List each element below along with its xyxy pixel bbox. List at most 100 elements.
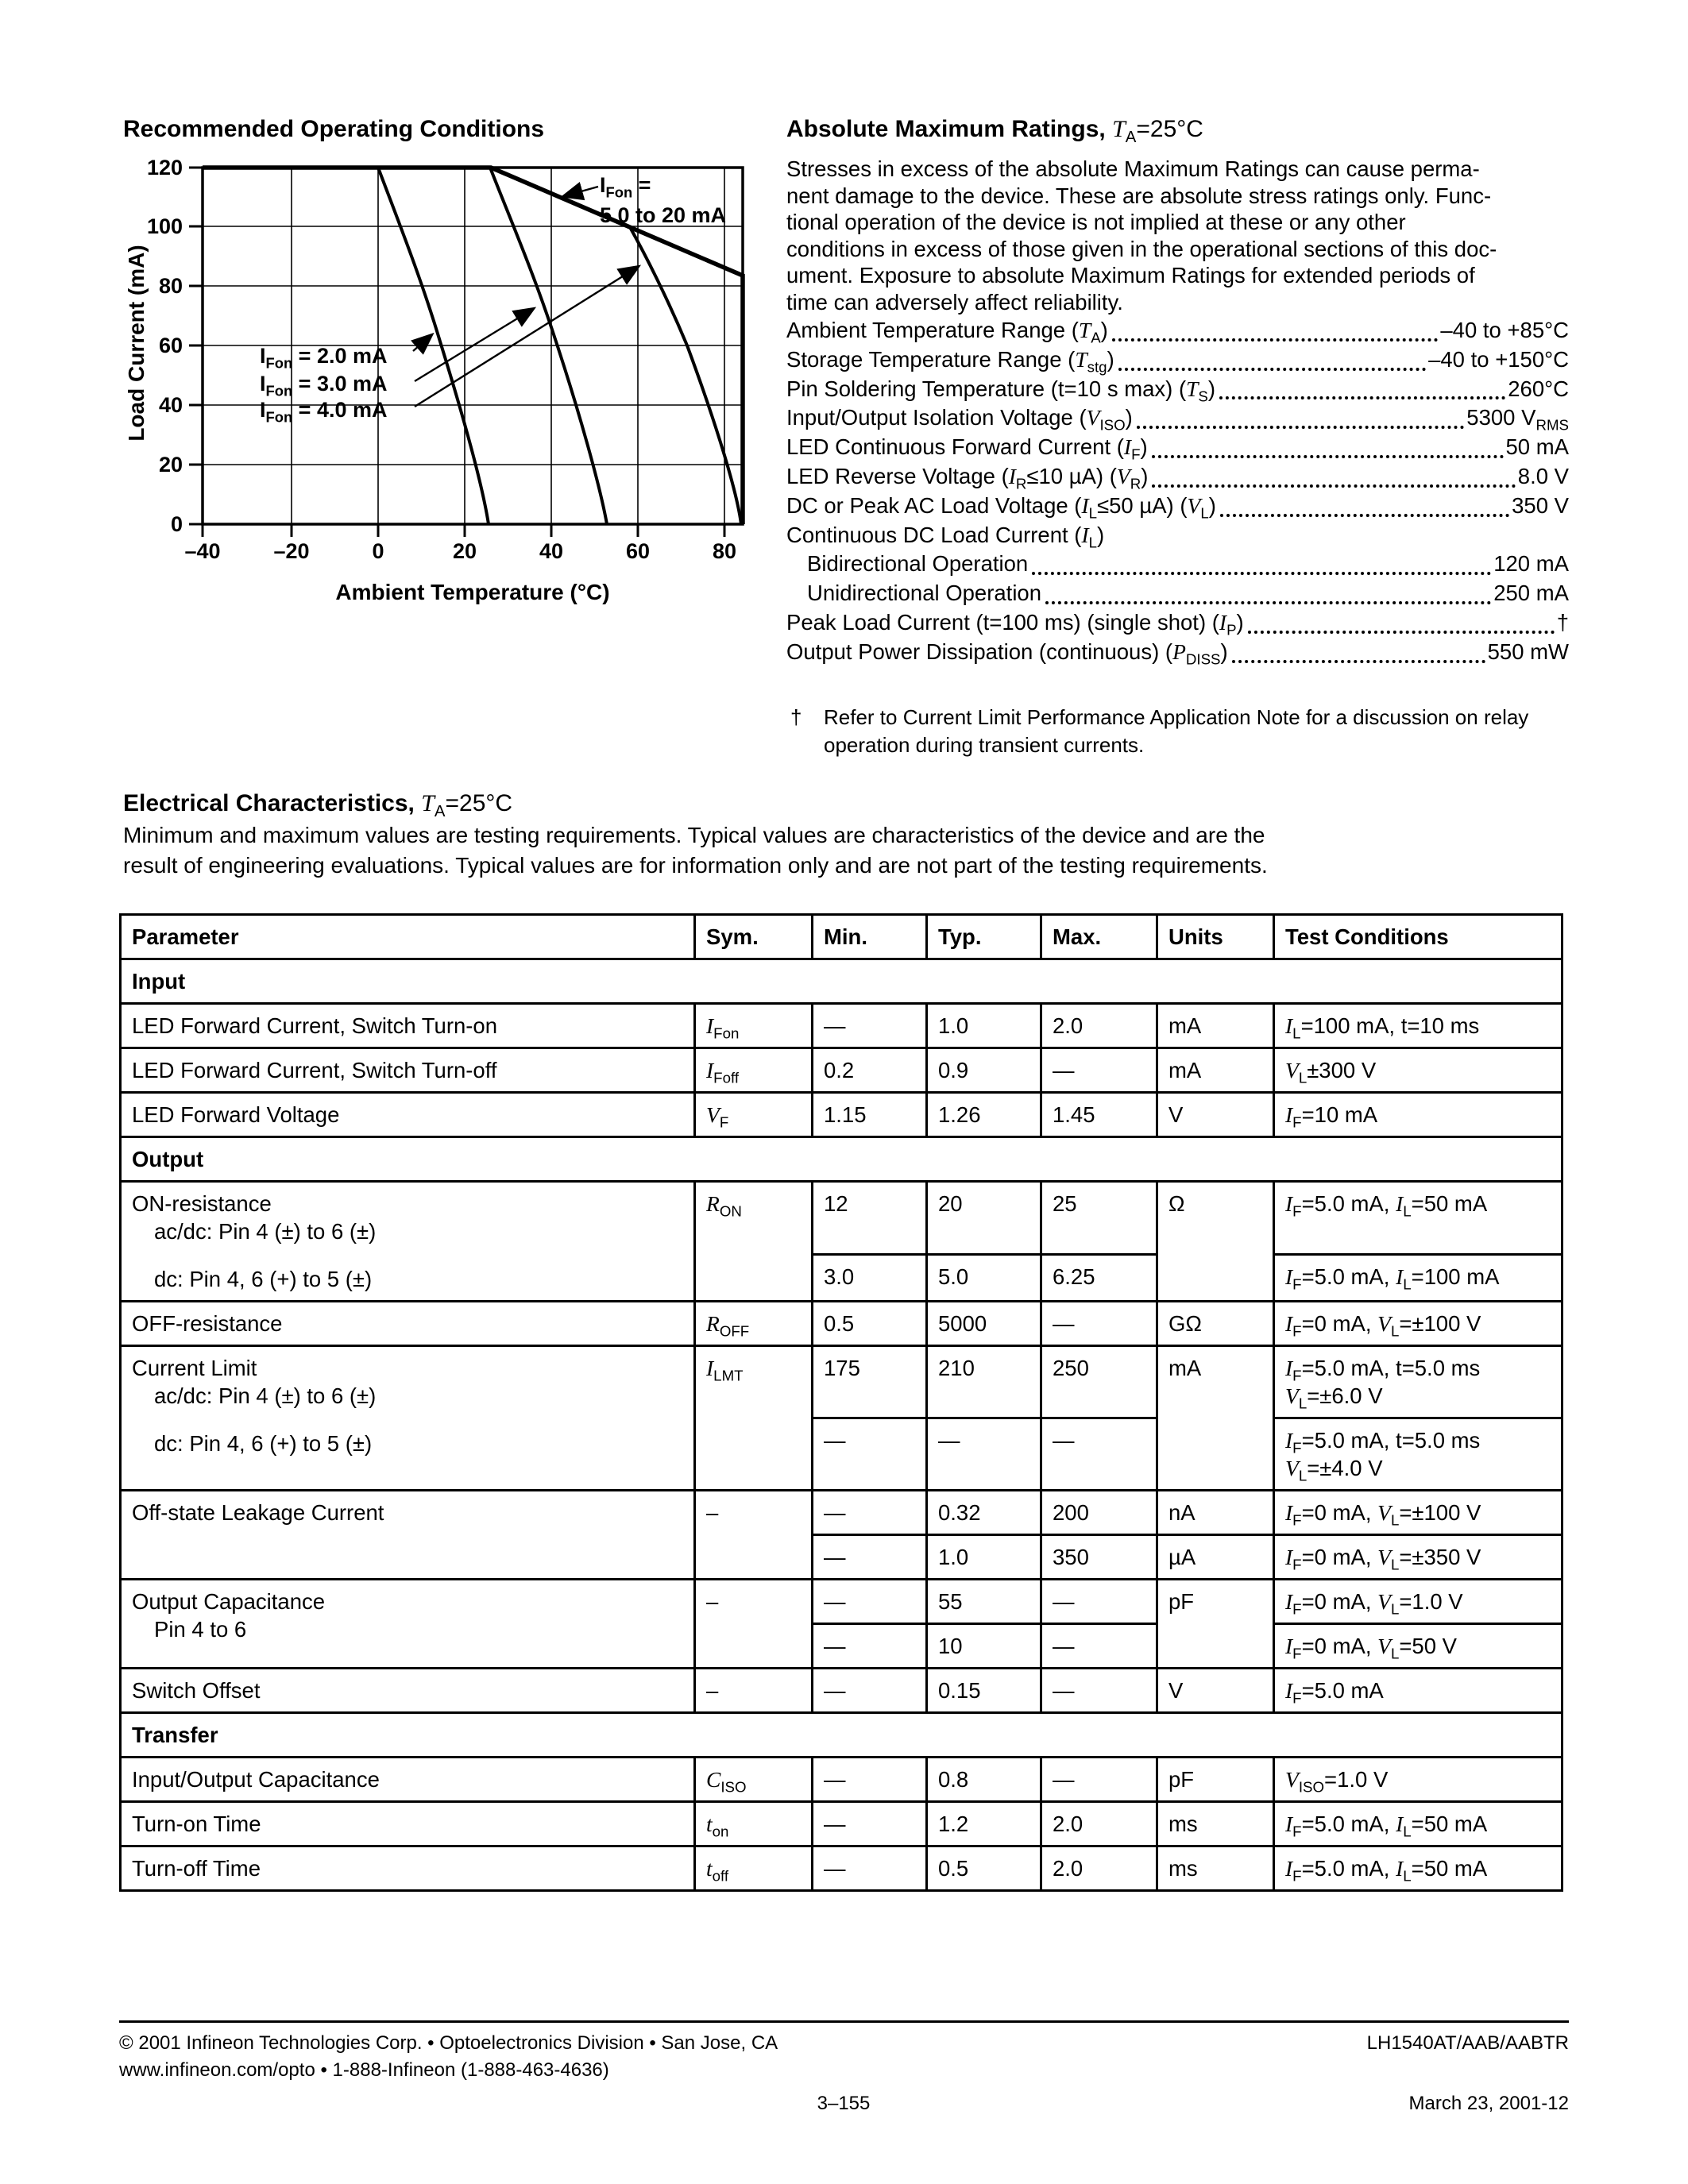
label-ifon-hi-line2: 5.0 to 20 mA: [600, 203, 727, 227]
section-row-transfer: Transfer: [119, 1711, 1563, 1758]
table-row-leakage: Off-state Leakage Current – — 0.32 200 n…: [119, 1489, 1563, 1580]
param-line: Pin 4 to 6: [154, 1617, 247, 1642]
cell-max: 200: [1040, 1489, 1158, 1536]
cell-param: LED Forward Current, Switch Turn-on: [119, 1002, 696, 1049]
cell-test-conditions: IL=100 mA, t=10 ms: [1273, 1002, 1563, 1049]
curve-ifon-5-to-20ma: [203, 165, 745, 524]
table-row: LED Forward Voltage VF 1.15 1.26 1.45 V …: [119, 1091, 1563, 1138]
cell-units: V: [1156, 1667, 1275, 1714]
rating-label: Output Power Dissipation (continuous) (P…: [786, 639, 1228, 668]
table-row: Turn-off Time toff — 0.5 2.0 ms IF=5.0 m…: [119, 1845, 1563, 1892]
cell-param: Switch Offset: [119, 1667, 696, 1714]
cell-param: Output Capacitance Pin 4 to 6: [119, 1578, 696, 1669]
table-row: Switch Offset – — 0.15 — V IF=5.0 mA: [119, 1667, 1563, 1714]
ec-intro-line: Minimum and maximum values are testing r…: [123, 823, 1265, 847]
ec-title-condition: TA=25°C: [421, 790, 513, 820]
curve-ifon-3ma: [489, 167, 608, 525]
dot-leader: [1231, 659, 1485, 663]
rating-label: Pin Soldering Temperature (t=10 s max) (…: [786, 376, 1216, 405]
y-tick-0: 0: [170, 512, 183, 536]
rating-label: Input/Output Isolation Voltage (VISO): [786, 405, 1133, 434]
table-row: LED Forward Current, Switch Turn-on IFon…: [119, 1002, 1563, 1049]
cell-max: 25: [1040, 1179, 1158, 1256]
cell-min: —: [811, 1756, 928, 1803]
ec-title-bold: Electrical Characteristics,: [123, 790, 415, 816]
table-subrow: — 10 — IF=0 mA, VL=50 V: [121, 1623, 1563, 1669]
curve-ifon-4ma: [628, 226, 743, 525]
col-header-typ: Typ.: [925, 913, 1042, 960]
cell-test-conditions: IF=0 mA, VL=±100 V: [1273, 1489, 1563, 1536]
cell-max: —: [1040, 1300, 1158, 1347]
cell-units: V: [1156, 1091, 1275, 1138]
amr-title-condition: TA=25°C: [1112, 116, 1203, 146]
footer-page-number: 3–155: [817, 2093, 871, 2114]
dot-leader: [1152, 484, 1516, 488]
amr-ratings-list: Ambient Temperature Range (TA) –40 to +85…: [786, 318, 1569, 669]
cell-max: —: [1040, 1667, 1158, 1714]
label-ifon-2ma: IFon = 2.0 mA: [260, 344, 388, 372]
x-tick-20: 20: [452, 539, 477, 563]
cell-max: 2.0: [1040, 1800, 1158, 1847]
ec-intro: Minimum and maximum values are testing r…: [123, 820, 1577, 881]
cell-min: —: [811, 1800, 928, 1847]
section-title-electrical-characteristics: Electrical Characteristics, TA=25°C: [123, 790, 513, 820]
dagger-symbol: †: [790, 705, 802, 729]
cell-sym: IFoff: [693, 1047, 813, 1094]
dot-leader: [1219, 513, 1510, 517]
rating-label: Storage Temperature Range (Tstg): [786, 346, 1114, 376]
amr-paragraph: Stresses in excess of the absolute Maxim…: [786, 156, 1589, 315]
footer-date: March 23, 2001-12: [1408, 2093, 1569, 2114]
rating-label: DC or Peak AC Load Voltage (IL≤50 µA) (V…: [786, 492, 1216, 522]
cell-max: —: [1040, 1578, 1158, 1625]
cell-sym: ILMT: [693, 1345, 813, 1491]
dot-leader: [1219, 396, 1506, 400]
dot-leader: [1111, 338, 1439, 341]
amr-para-line: time can adversely affect reliability.: [786, 289, 1123, 314]
cell-typ: 1.2: [925, 1800, 1042, 1847]
table-subrow: 3.0 5.0 6.25 IF=5.0 mA, IL=100 mA: [121, 1253, 1563, 1302]
rating-value: 5300 VRMS: [1466, 405, 1569, 434]
cell-param: Off-state Leakage Current: [119, 1489, 696, 1580]
cell-units: ms: [1156, 1800, 1275, 1847]
rating-value: –40 to +150°C: [1428, 346, 1569, 372]
amr-para-line: tional operation of the device is not im…: [786, 210, 1406, 234]
cell-units: pF: [1156, 1756, 1275, 1803]
rating-item: Ambient Temperature Range (TA) –40 to +85…: [786, 318, 1569, 347]
cell-max: 350: [1040, 1534, 1158, 1580]
cell-min: 0.2: [811, 1047, 928, 1094]
y-tick-120: 120: [146, 156, 183, 179]
section-row-output: Output: [119, 1136, 1563, 1183]
chart-ticks: [189, 166, 726, 537]
section-title-absolute-maximum-ratings: Absolute Maximum Ratings, TA=25°C: [786, 116, 1203, 146]
label-ifon-4ma: IFon = 4.0 mA: [260, 398, 388, 426]
cell-test-conditions: VISO=1.0 V: [1273, 1756, 1563, 1803]
cell-test-conditions: IF=0 mA, VL=1.0 V: [1273, 1578, 1563, 1625]
cell-sym: –: [693, 1667, 813, 1714]
dot-leader: [1118, 367, 1427, 371]
cell-typ: 55: [925, 1578, 1042, 1625]
x-tick-n40: –40: [184, 539, 221, 563]
footnote-text: Refer to Current Limit Performance Appli…: [824, 705, 1529, 757]
cell-typ: 1.0: [925, 1002, 1042, 1049]
cell-max: 2.0: [1040, 1845, 1158, 1892]
y-tick-80: 80: [158, 274, 183, 298]
cell-sym: RON: [693, 1180, 813, 1302]
cell-typ: 0.15: [925, 1667, 1042, 1714]
footer-copyright: © 2001 Infineon Technologies Corp. • Opt…: [119, 2032, 778, 2054]
rating-label: LED Continuous Forward Current (IF): [786, 434, 1148, 463]
rating-value: 120 mA: [1493, 551, 1569, 577]
cell-test-conditions: VL±300 V: [1273, 1047, 1563, 1094]
amr-para-line: Stresses in excess of the absolute Maxim…: [786, 156, 1480, 181]
cell-typ: 5000: [925, 1300, 1042, 1347]
load-current-vs-temperature-chart: 120 100 80 60 40 20 0 –40 –20 0 20 40 60…: [119, 151, 802, 627]
param-line: dc: Pin 4, 6 (+) to 5 (±): [154, 1431, 373, 1456]
table-row: OFF-resistance ROFF 0.5 5000 — GΩ IF=0 m…: [119, 1300, 1563, 1347]
cell-param: Current Limit ac/dc: Pin 4 (±) to 6 (±) …: [119, 1345, 696, 1491]
y-tick-100: 100: [146, 214, 183, 238]
cell-test-conditions: IF=5.0 mA: [1273, 1667, 1563, 1714]
param-line: ON-resistance: [132, 1191, 272, 1216]
cell-units: GΩ: [1156, 1300, 1275, 1347]
dot-leader: [1136, 426, 1465, 430]
cell-max: 1.45: [1040, 1091, 1158, 1138]
